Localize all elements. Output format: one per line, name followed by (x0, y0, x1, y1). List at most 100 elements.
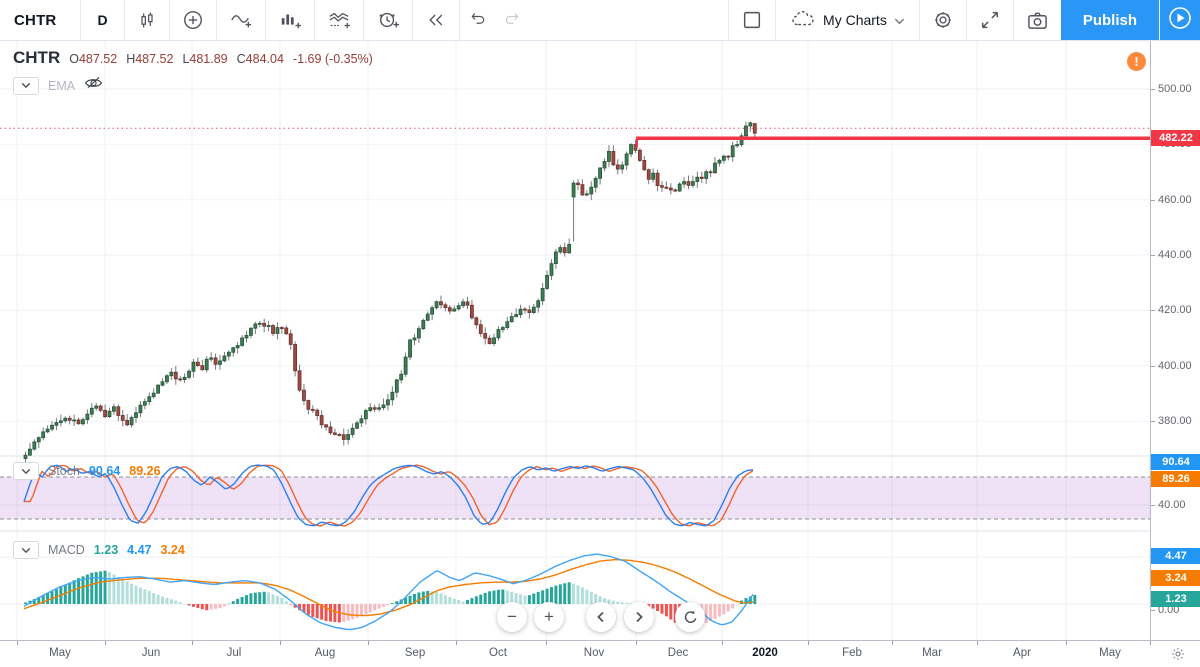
candle-body (611, 151, 616, 166)
symbol-button[interactable]: CHTR (0, 0, 82, 40)
macd-hist-bar (523, 595, 527, 604)
time-axis[interactable]: May Jun Jul Aug Sep Oct Nov Dec 2020 Feb Mar Apr May (0, 640, 1200, 667)
macd-hist-bar (183, 603, 187, 605)
settings-button[interactable] (920, 0, 967, 40)
candle-body (271, 325, 275, 334)
macd-collapse-button[interactable] (13, 541, 39, 559)
stoch-label[interactable]: Stoch (48, 464, 80, 478)
macd-hist-bar (77, 578, 81, 604)
compare-button[interactable] (170, 0, 217, 40)
zoom-out-button[interactable]: − (497, 602, 527, 632)
macd-hist-bar (196, 604, 200, 608)
indicators-button[interactable] (217, 0, 266, 40)
undo-icon[interactable] (468, 9, 488, 32)
snapshot-button[interactable] (1014, 0, 1061, 40)
macd-hist-bar (563, 583, 567, 604)
candle-body (465, 301, 470, 306)
macd-row: MACD 1.23 4.47 3.24 (13, 541, 185, 559)
time-tick (808, 641, 809, 645)
candle-body (288, 333, 293, 345)
scroll-right-button[interactable] (624, 602, 654, 632)
fullscreen-button[interactable] (967, 0, 1014, 40)
candle-body (45, 428, 50, 433)
ema-collapse-button[interactable] (13, 76, 39, 95)
legend-symbol[interactable]: CHTR (13, 48, 61, 67)
publish-play-button[interactable] (1159, 0, 1200, 40)
replay-button[interactable] (413, 0, 460, 40)
macd-hist-bar (510, 591, 514, 604)
candle-body (567, 243, 572, 254)
candle-body (142, 401, 147, 406)
redo-icon[interactable] (502, 9, 522, 32)
ema-label[interactable]: EMA (48, 78, 76, 93)
interval-button[interactable]: D (81, 0, 125, 40)
candle-body (713, 162, 717, 174)
month-label: 2020 (752, 647, 778, 659)
reset-view-button[interactable] (675, 602, 705, 632)
macd-hist-bar (258, 592, 262, 604)
macd-hist-bar (664, 604, 668, 617)
macd-zero-tick: 0.00 (1150, 604, 1180, 616)
legend-high: H487.52 (126, 52, 174, 66)
macd-hist-bar (351, 604, 355, 620)
my-charts-button[interactable]: My Charts (776, 0, 920, 40)
candle-body (412, 337, 417, 341)
macd-hist-bar (386, 604, 390, 605)
templates-button[interactable] (315, 0, 364, 40)
candle-body (337, 434, 342, 436)
layout-button[interactable] (728, 0, 777, 40)
macd-hist-bar (324, 604, 328, 622)
macd-hist-bar (461, 601, 465, 604)
macd-hist-bar (37, 597, 41, 604)
candle-body (94, 405, 99, 409)
macd-hist-bar (598, 596, 602, 604)
macd-hist-bar (121, 579, 125, 604)
macd-hist-bar (214, 604, 218, 609)
candle-body (178, 378, 183, 381)
macd-hist-bar (222, 604, 226, 607)
macd-label[interactable]: MACD (48, 543, 85, 557)
stoch-collapse-button[interactable] (13, 462, 39, 480)
alert-notification-icon[interactable]: ! (1127, 52, 1146, 71)
zoom-in-button[interactable]: + (534, 602, 564, 632)
macd-hist-bar (32, 598, 36, 604)
candle-body (116, 406, 121, 416)
candle-body (222, 355, 227, 362)
candle-body (456, 305, 461, 310)
macd-hist-bar (488, 591, 492, 604)
candle-body (173, 371, 178, 380)
macd-hist-bar (293, 604, 297, 608)
candle-body (646, 169, 651, 180)
timezone-settings-icon[interactable] (1170, 646, 1186, 667)
symbol-legend: CHTR O487.52 H487.52 L481.89 C484.04 -1.… (13, 48, 373, 68)
candle-body (633, 144, 638, 151)
eye-hidden-icon[interactable] (84, 75, 103, 96)
publish-button[interactable]: Publish (1060, 0, 1159, 40)
macd-hist-bar (50, 591, 54, 604)
candle-body (209, 357, 214, 360)
chart-area[interactable]: CHTR O487.52 H487.52 L481.89 C484.04 -1.… (0, 41, 1200, 640)
candle-body (103, 409, 107, 418)
candle-body (607, 151, 611, 162)
candle-body (602, 161, 607, 169)
chart-style-button[interactable] (125, 0, 170, 40)
candle-body (195, 361, 200, 366)
macd-hist-bar (262, 591, 266, 604)
scroll-left-button[interactable] (586, 602, 616, 632)
gear-icon (932, 9, 954, 31)
price-axis[interactable]: 500.00480.00460.00440.00420.00400.00380.… (1150, 41, 1200, 640)
stoch-d-badge: 89.26 (1151, 471, 1200, 487)
alert-button[interactable] (364, 0, 413, 40)
macd-hist-bar (479, 594, 483, 604)
chart-canvas[interactable] (0, 41, 1200, 640)
macd-hist-bar (138, 587, 142, 604)
macd-hist-bar (302, 604, 306, 613)
toolbar-right-group: My Charts Publish (728, 0, 1200, 40)
macd-hist-bar (156, 594, 160, 604)
legend-change: -1.69 (-0.35%) (292, 52, 373, 66)
macd-hist-bar (545, 588, 549, 604)
time-tick (636, 641, 637, 645)
fundamentals-button[interactable] (266, 0, 315, 40)
price-tick: 500.00 (1151, 83, 1192, 95)
stoch-pane (0, 464, 1150, 527)
